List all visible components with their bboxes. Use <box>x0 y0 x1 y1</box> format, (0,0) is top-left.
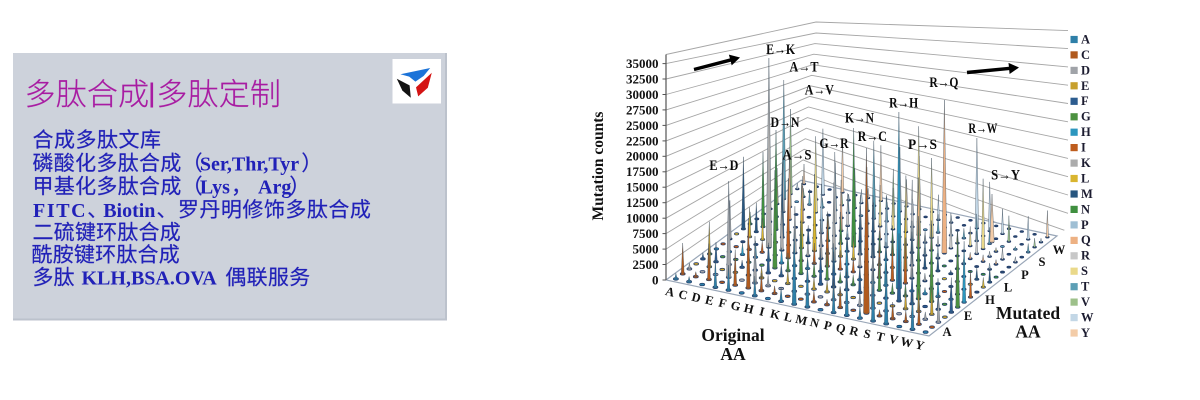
svg-text:10000: 10000 <box>626 211 659 226</box>
svg-text:E: E <box>704 293 715 309</box>
svg-text:Mutation counts: Mutation counts <box>590 112 607 221</box>
svg-text:S→Y: S→Y <box>991 167 1020 183</box>
svg-text:W: W <box>1081 311 1094 325</box>
svg-text:W: W <box>1053 243 1066 257</box>
svg-text:G: G <box>729 298 742 314</box>
svg-text:Y: Y <box>1081 326 1090 340</box>
svg-text:N: N <box>1081 202 1090 216</box>
svg-text:AA: AA <box>720 344 746 364</box>
svg-text:K: K <box>769 306 782 322</box>
svg-text:P: P <box>1021 268 1029 282</box>
svg-text:20000: 20000 <box>626 149 659 164</box>
svg-text:P→S: P→S <box>908 137 937 153</box>
svg-text:C: C <box>1081 48 1090 62</box>
svg-text:R→W: R→W <box>968 121 997 137</box>
svg-text:A: A <box>664 284 676 300</box>
svg-text:35000: 35000 <box>626 56 659 71</box>
svg-text:L: L <box>1081 171 1089 185</box>
svg-text:G: G <box>1081 110 1091 124</box>
svg-text:R→H: R→H <box>889 96 918 112</box>
svg-text:S: S <box>1039 255 1046 269</box>
svg-text:E: E <box>1081 79 1089 93</box>
svg-text:KLH,BSA.OVA: KLH,BSA.OVA <box>82 268 218 290</box>
svg-text:H: H <box>1081 125 1091 139</box>
svg-text:5000: 5000 <box>633 242 659 257</box>
svg-text:N: N <box>808 315 820 331</box>
svg-text:30000: 30000 <box>626 87 659 102</box>
svg-text:2500: 2500 <box>633 257 659 272</box>
svg-text:H: H <box>742 301 755 317</box>
svg-text:E→K: E→K <box>766 42 795 58</box>
svg-text:D: D <box>1081 63 1090 77</box>
svg-text:17500: 17500 <box>626 164 659 179</box>
svg-text:Arg: Arg <box>258 177 291 199</box>
svg-text:M: M <box>1081 187 1093 201</box>
svg-text:D→N: D→N <box>771 115 800 131</box>
svg-text:Original: Original <box>701 325 764 345</box>
svg-text:V: V <box>1081 295 1090 309</box>
svg-text:7500: 7500 <box>633 226 659 241</box>
svg-text:Mutated: Mutated <box>996 303 1060 323</box>
svg-text:Ser,Thr,Tyr: Ser,Thr,Tyr <box>200 153 299 175</box>
svg-text:E→D: E→D <box>709 158 738 174</box>
svg-text:A→V: A→V <box>805 83 834 99</box>
svg-text:R: R <box>1081 249 1091 263</box>
svg-text:15000: 15000 <box>626 180 659 195</box>
svg-text:I: I <box>758 304 766 319</box>
svg-text:Y: Y <box>914 337 926 353</box>
svg-text:H: H <box>985 293 995 307</box>
svg-text:F: F <box>1081 94 1089 108</box>
svg-text:32500: 32500 <box>626 71 659 86</box>
svg-text:L: L <box>783 309 794 325</box>
svg-text:L: L <box>1004 281 1012 295</box>
svg-text:FITC: FITC <box>33 200 87 222</box>
svg-text:Lys: Lys <box>200 177 230 199</box>
svg-text:K→N: K→N <box>845 110 874 126</box>
svg-text:A→T: A→T <box>790 60 819 76</box>
svg-text:A: A <box>942 325 951 339</box>
svg-text:A→S: A→S <box>783 147 812 163</box>
svg-text:P: P <box>1081 218 1089 232</box>
svg-text:Q: Q <box>1081 233 1091 247</box>
svg-text:M: M <box>794 312 809 328</box>
svg-text:S: S <box>862 326 872 341</box>
svg-text:22500: 22500 <box>626 133 659 148</box>
svg-text:R→C: R→C <box>858 129 887 145</box>
svg-text:Q: Q <box>834 320 847 336</box>
svg-text:0: 0 <box>652 272 659 287</box>
svg-text:G→R: G→R <box>820 136 849 152</box>
svg-text:27500: 27500 <box>626 102 659 117</box>
svg-text:R→Q: R→Q <box>929 75 958 91</box>
svg-text:V: V <box>887 332 899 348</box>
svg-text:K: K <box>1081 156 1091 170</box>
svg-text:F: F <box>717 296 728 312</box>
svg-text:AA: AA <box>1015 322 1041 342</box>
svg-text:C: C <box>677 287 689 303</box>
svg-text:T: T <box>1081 280 1090 294</box>
svg-text:E: E <box>964 309 972 323</box>
svg-text:25000: 25000 <box>626 118 659 133</box>
svg-text:A: A <box>1081 32 1090 46</box>
svg-text:Biotin: Biotin <box>103 200 155 222</box>
svg-text:D: D <box>690 290 702 306</box>
svg-text:W: W <box>899 334 915 351</box>
svg-text:S: S <box>1081 264 1088 278</box>
svg-text:I: I <box>1081 141 1086 155</box>
svg-text:12500: 12500 <box>626 195 659 210</box>
svg-text:P: P <box>822 318 833 334</box>
